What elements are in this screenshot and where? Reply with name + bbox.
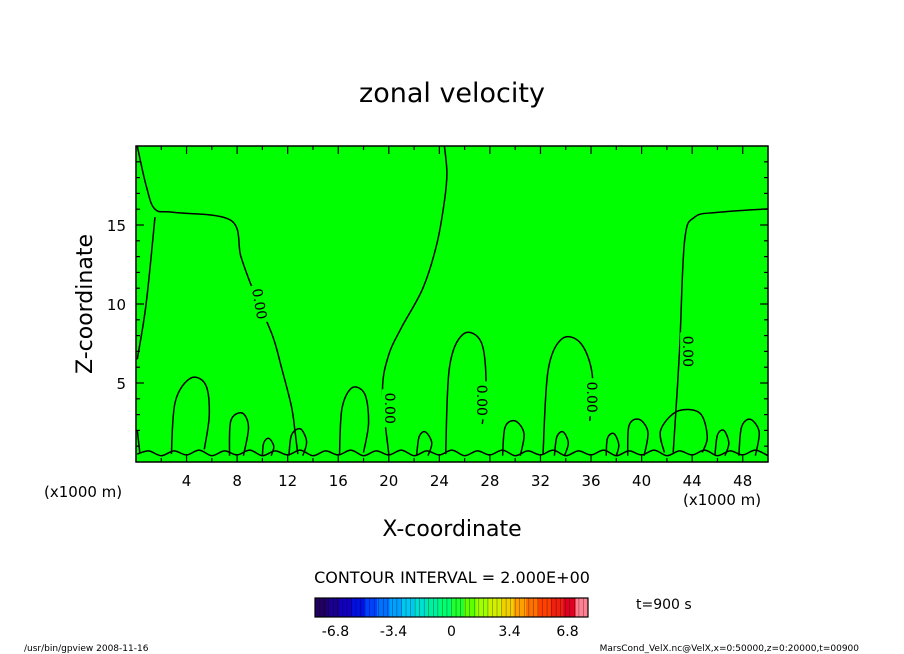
colorbar-segment — [488, 598, 502, 617]
y-axis-label: Z-coordinate — [73, 234, 98, 374]
contour-line — [136, 217, 156, 360]
contour-label: 0.00 — [473, 385, 489, 416]
footer-left: /usr/bin/gpview 2008-11-16 — [24, 644, 149, 654]
contour-label-bg — [381, 389, 396, 428]
contour-line — [137, 449, 769, 457]
contour-label-bg — [474, 381, 489, 420]
contour-label-bg — [248, 284, 269, 324]
contour-label-bg — [584, 378, 599, 417]
contour-interval: CONTOUR INTERVAL = 2.000E+00 — [314, 568, 590, 587]
colorbar-segment — [525, 598, 539, 617]
contour-labels: 0.00 0.00 0.00 0.00 0.00 — [248, 284, 695, 428]
colorbar-segment — [550, 598, 564, 617]
contour-line — [501, 419, 525, 456]
y-tick-label: 10 — [107, 296, 126, 314]
contour-line — [261, 437, 275, 456]
colorbar-tick-label: 0 — [447, 624, 456, 640]
contour-label-bg — [680, 332, 695, 371]
colorbar-frame — [314, 597, 589, 618]
contour-label: 0.00 — [583, 382, 599, 413]
colorbar-segment — [538, 598, 552, 617]
contour-label: 0.00 — [248, 287, 269, 320]
x-tick-label: 28 — [480, 472, 499, 490]
contour-line — [338, 386, 370, 455]
contour-line — [672, 208, 769, 453]
colorbar-segment — [451, 598, 465, 617]
x-tick-label: 4 — [182, 472, 192, 490]
colorbar-segment — [364, 598, 378, 617]
colorbar-segment — [327, 598, 341, 617]
x-tick-label: 32 — [531, 472, 550, 490]
y-tick-label: 5 — [116, 375, 126, 393]
colorbar-segment — [389, 598, 403, 617]
colorbar-segment — [476, 598, 490, 617]
x-tick-label: 36 — [581, 472, 600, 490]
contour-line — [626, 418, 649, 456]
contour-line — [605, 432, 620, 456]
colorbar-segment — [463, 598, 477, 617]
contour-line — [714, 429, 730, 456]
colorbar-segment — [501, 598, 514, 617]
x-unit-right: (x1000 m) — [683, 491, 761, 509]
x-tick-label: 16 — [329, 472, 348, 490]
colorbar-segment — [352, 598, 366, 617]
contour-label: 0.00 — [381, 393, 397, 424]
colorbar-segment — [315, 598, 328, 617]
contour-line — [381, 145, 448, 455]
colorbar-segment — [439, 598, 452, 617]
colorbar: -6.8 -3.4 0 3.4 6.8 — [314, 597, 589, 640]
colorbar-tick-label: 6.8 — [556, 624, 578, 640]
x-tick-label: 24 — [430, 472, 449, 490]
contour-line — [136, 145, 299, 455]
x-tick-label: 44 — [683, 472, 702, 490]
colorbar-tick-label: -6.8 — [322, 624, 349, 640]
x-tick-label: 12 — [278, 472, 297, 490]
colorbar-segment — [401, 598, 415, 617]
x-unit-left: (x1000 m) — [44, 483, 122, 501]
contour-line — [738, 418, 761, 456]
plot-area — [136, 146, 768, 462]
colorbar-segment — [575, 598, 589, 617]
chart-title: zonal velocity — [359, 78, 545, 109]
x-tick-label: 48 — [733, 472, 752, 490]
contour-lines — [136, 145, 769, 457]
colorbar-segment — [339, 598, 353, 617]
colorbar-tick-label: -3.4 — [380, 624, 407, 640]
contour-line — [288, 427, 308, 456]
x-tick-label: 20 — [379, 472, 398, 490]
contour-label: 0.00 — [679, 336, 695, 367]
contour-line — [553, 430, 570, 456]
contour-line — [170, 376, 211, 455]
colorbar-tick-label: 3.4 — [498, 624, 520, 640]
contour-line — [542, 335, 594, 455]
x-axis-label: X-coordinate — [382, 517, 521, 542]
contour-line — [415, 430, 433, 456]
colorbar-segment — [414, 598, 428, 617]
footer-right: MarsCond_VelX.nc@VelX,x=0:50000,z=0:2000… — [600, 644, 860, 654]
x-tick-label: 8 — [232, 472, 242, 490]
time-label: t=900 s — [636, 597, 692, 613]
x-tick-label: 40 — [632, 472, 651, 490]
contour-line — [136, 430, 141, 453]
contour-line — [228, 412, 250, 456]
y-tick-label: 15 — [107, 217, 126, 235]
contour-line — [659, 408, 709, 453]
